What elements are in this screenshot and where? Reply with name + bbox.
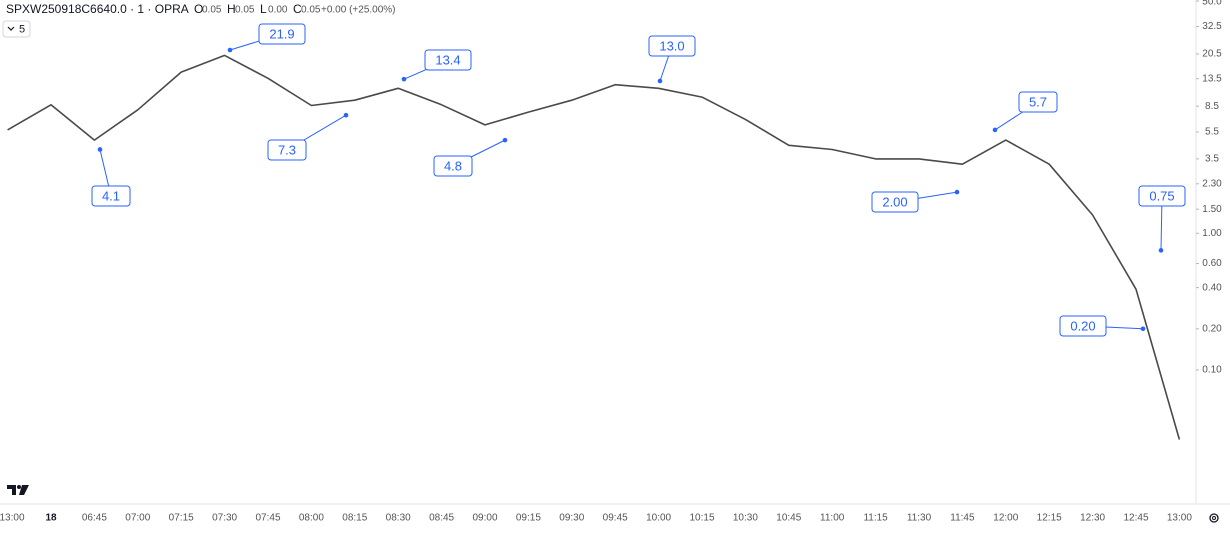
x-tick-label: 08:30 (386, 513, 411, 524)
y-tick-label: 2.30 (1202, 178, 1222, 189)
annotation-point (657, 78, 663, 84)
x-tick-label: 11:30 (907, 513, 932, 524)
x-tick-label: 07:30 (212, 513, 237, 524)
annotation-point (401, 76, 407, 82)
annotation-label: 4.1 (102, 188, 120, 203)
annotation-box (267, 139, 307, 161)
annotation-label: 0.75 (1149, 188, 1174, 203)
x-tick-label: 10:15 (689, 513, 714, 524)
ohlc-value: 0.05 (235, 5, 255, 16)
annotation-point (97, 147, 103, 152)
ohlc-key: O (194, 2, 203, 16)
change: +0.00 (+25.00%) (321, 5, 396, 16)
annotation-point (954, 189, 960, 195)
x-tick-label: 08:15 (342, 513, 367, 524)
ohlc-value: 0.05 (202, 5, 222, 16)
x-tick-label: 11:00 (820, 513, 845, 524)
y-tick-label: 32.5 (1202, 21, 1222, 32)
x-tick-label: 10:45 (776, 513, 801, 524)
annotation-point (227, 47, 233, 53)
annotation-box (1138, 185, 1186, 207)
annotation-box (91, 185, 131, 207)
price-line (7, 54, 1181, 440)
ohlc-value: 0.05 (301, 5, 321, 16)
x-tick-label: 09:30 (559, 513, 584, 524)
annotation-label: 13.0 (659, 38, 684, 53)
ohlc-key: H (227, 2, 236, 16)
annotation-box (1059, 315, 1107, 337)
annotation-point (1158, 248, 1164, 253)
x-tick-label: 07:15 (169, 513, 194, 524)
settings-icon[interactable] (1209, 513, 1219, 523)
x-tick-label: 18 (45, 513, 57, 524)
y-tick-label: 0.40 (1202, 282, 1222, 293)
ohlc-legend: O0.05 H 0.05 L 0.00 C 0.05 +0.00 (+25.00%) (194, 2, 396, 16)
y-tick-label: 0.20 (1202, 323, 1222, 334)
y-tick-label: 1.00 (1202, 228, 1222, 239)
x-tick-label: 06:45 (82, 513, 107, 524)
x-tick-label: 07:45 (255, 513, 280, 524)
y-tick-label: 13.5 (1202, 73, 1222, 84)
annotation-label: 2.00 (882, 194, 907, 209)
x-tick-label: 13:00 (1167, 513, 1192, 524)
x-tick-label: 11:45 (950, 513, 975, 524)
annotation-point (343, 112, 349, 118)
x-tick-label: 12:00 (993, 513, 1018, 524)
annotation-point (992, 127, 998, 133)
y-tick-label: 0.60 (1202, 258, 1222, 269)
annotation-box (648, 35, 696, 57)
indicator-toggle[interactable] (2, 20, 31, 38)
annotation-box (1018, 91, 1058, 113)
annotation-label: 4.8 (444, 158, 462, 173)
x-tick-label: 13:00 (0, 513, 25, 524)
y-tick-label: 3.5 (1205, 154, 1219, 165)
ohlc-key: C (293, 2, 302, 16)
annotation-box (433, 155, 473, 177)
annotation-label: 0.20 (1070, 318, 1095, 333)
x-tick-label: 08:45 (429, 513, 454, 524)
x-tick-label: 10:30 (733, 513, 758, 524)
y-tick-label: 8.5 (1205, 101, 1219, 112)
chevron-icon (7, 26, 15, 31)
x-tick-label: 12:45 (1123, 513, 1148, 524)
annotation-box (258, 23, 306, 45)
x-tick-label: 09:00 (472, 513, 497, 524)
y-tick-label: 1.50 (1202, 204, 1222, 215)
ohlc-key: L (260, 2, 267, 16)
x-tick-label: 09:15 (516, 513, 541, 524)
annotation-label: 13.4 (435, 52, 460, 67)
annotation-label: 21.9 (269, 26, 294, 41)
x-tick-label: 09:45 (603, 513, 628, 524)
y-tick-label: 5.5 (1205, 127, 1219, 138)
annotation-box (424, 49, 472, 71)
annotation-point (502, 137, 508, 143)
symbol-title: SPXW250918C6640.0 · 1 · OPRA (6, 2, 189, 16)
annotation-label: 5.7 (1029, 94, 1047, 109)
x-tick-label: 12:15 (1037, 513, 1062, 524)
ohlc-value: 0.00 (268, 5, 288, 16)
y-tick-label: 20.5 (1202, 49, 1222, 60)
x-tick-label: 08:00 (299, 513, 324, 524)
annotation-point (1140, 326, 1146, 332)
x-tick-label: 10:00 (646, 513, 671, 524)
x-tick-label: 11:15 (863, 513, 888, 524)
indicator-count: 5 (19, 23, 25, 35)
annotation-box (871, 191, 919, 213)
y-tick-label: 50.0 (1202, 0, 1222, 8)
tv-logo (7, 485, 29, 495)
y-tick-label: 0.10 (1202, 365, 1222, 376)
x-tick-label: 07:00 (125, 513, 150, 524)
x-tick-label: 12:30 (1080, 513, 1105, 524)
annotation-label: 7.3 (278, 142, 296, 157)
